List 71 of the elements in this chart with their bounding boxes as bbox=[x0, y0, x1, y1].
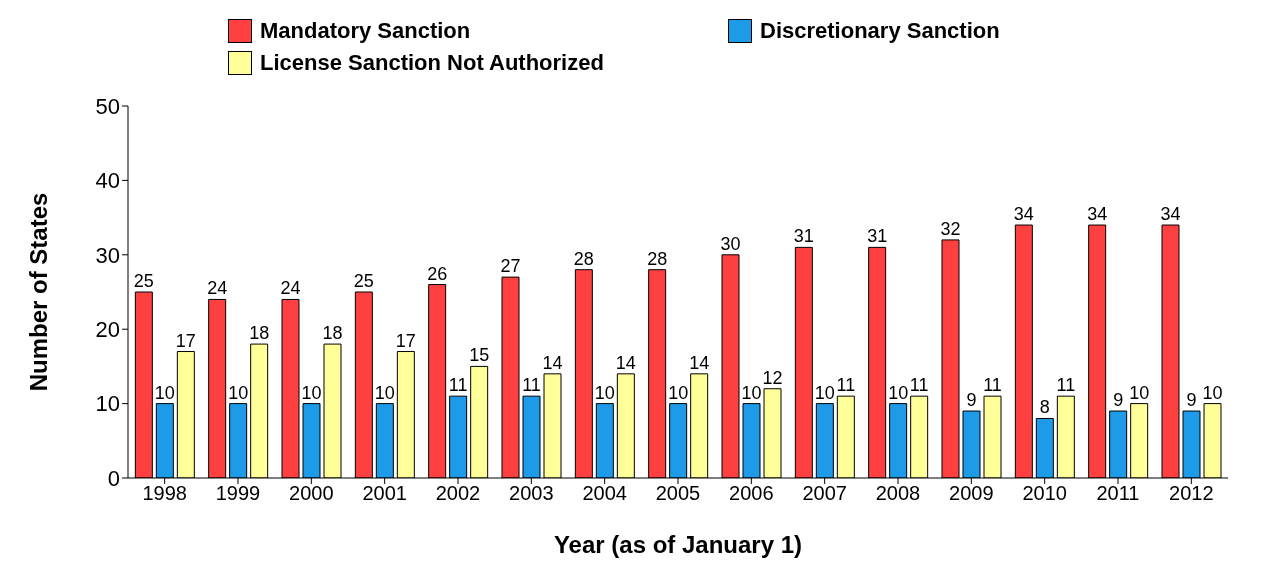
x-tick-label: 2012 bbox=[1169, 482, 1214, 505]
data-label: 17 bbox=[175, 330, 196, 351]
data-label: 31 bbox=[793, 226, 814, 247]
data-label: 10 bbox=[374, 382, 395, 403]
data-label: 10 bbox=[1129, 382, 1150, 403]
data-label: 30 bbox=[720, 233, 741, 254]
data-label: 32 bbox=[940, 218, 961, 239]
data-label: 11 bbox=[909, 375, 929, 396]
data-label: 34 bbox=[1087, 204, 1108, 225]
data-label: 8 bbox=[1039, 397, 1050, 418]
data-label: 15 bbox=[469, 345, 490, 366]
data-label: 11 bbox=[522, 375, 541, 396]
x-axis-title: Year (as of January 1) bbox=[553, 531, 803, 558]
data-label: 18 bbox=[249, 323, 270, 344]
data-label: 10 bbox=[814, 382, 835, 403]
data-label: 9 bbox=[1186, 390, 1197, 411]
legend-label: Discretionary Sanction bbox=[760, 18, 1000, 44]
x-tick-label: 2001 bbox=[362, 482, 407, 505]
data-label: 11 bbox=[983, 375, 1002, 396]
y-tick-label: 0 bbox=[107, 465, 120, 491]
y-tick-label: 50 bbox=[95, 93, 120, 119]
data-label: 14 bbox=[542, 352, 563, 373]
data-label: 11 bbox=[448, 375, 468, 396]
data-label: 24 bbox=[207, 278, 228, 299]
legend-label: License Sanction Not Authorized bbox=[260, 50, 604, 76]
x-tick-label: 2010 bbox=[1022, 482, 1067, 505]
data-label: 10 bbox=[888, 382, 909, 403]
data-label: 27 bbox=[500, 256, 521, 277]
data-label: 10 bbox=[668, 382, 689, 403]
data-label: 10 bbox=[594, 382, 615, 403]
data-label: 28 bbox=[647, 248, 668, 269]
data-label: 34 bbox=[1160, 204, 1181, 225]
x-tick-label: 2003 bbox=[509, 482, 554, 505]
y-tick-label: 20 bbox=[95, 317, 120, 343]
data-label: 28 bbox=[573, 248, 594, 269]
x-tick-label: 2009 bbox=[949, 482, 994, 505]
data-label: 10 bbox=[741, 382, 762, 403]
data-label: 9 bbox=[1113, 390, 1124, 411]
data-label: 10 bbox=[301, 382, 322, 403]
data-label: 31 bbox=[867, 226, 888, 247]
data-label: 25 bbox=[133, 271, 154, 291]
y-tick-label: 30 bbox=[95, 242, 120, 268]
x-tick-label: 2004 bbox=[582, 482, 627, 505]
y-tick-label: 10 bbox=[95, 391, 120, 417]
data-label: 24 bbox=[280, 278, 301, 299]
data-label: 14 bbox=[689, 352, 710, 373]
x-tick-label: 2005 bbox=[655, 482, 701, 505]
data-label: 12 bbox=[762, 367, 783, 388]
data-label: 11 bbox=[1056, 375, 1076, 396]
x-tick-label: 2008 bbox=[875, 482, 921, 505]
data-label: 11 bbox=[836, 375, 856, 396]
data-label: 14 bbox=[615, 352, 636, 373]
x-tick-label: 1998 bbox=[142, 482, 187, 505]
data-label: 10 bbox=[1202, 382, 1223, 403]
x-tick-label: 1999 bbox=[215, 482, 261, 505]
data-label: 34 bbox=[1013, 204, 1034, 225]
data-label: 9 bbox=[966, 390, 977, 411]
x-tick-label: 2000 bbox=[289, 482, 334, 505]
data-label: 18 bbox=[322, 323, 343, 344]
data-label: 10 bbox=[154, 382, 175, 403]
data-label: 26 bbox=[427, 263, 448, 284]
y-axis-title: Number of States bbox=[24, 192, 52, 392]
data-label: 10 bbox=[228, 382, 249, 403]
x-tick-label: 2007 bbox=[802, 482, 847, 505]
x-tick-label: 2011 bbox=[1096, 482, 1140, 505]
x-tick-label: 2006 bbox=[729, 482, 774, 505]
data-label: 25 bbox=[353, 271, 374, 291]
y-tick-label: 40 bbox=[95, 168, 120, 194]
data-label: 17 bbox=[395, 330, 416, 351]
legend-label: Mandatory Sanction bbox=[260, 18, 471, 44]
x-tick-label: 2002 bbox=[435, 482, 481, 505]
